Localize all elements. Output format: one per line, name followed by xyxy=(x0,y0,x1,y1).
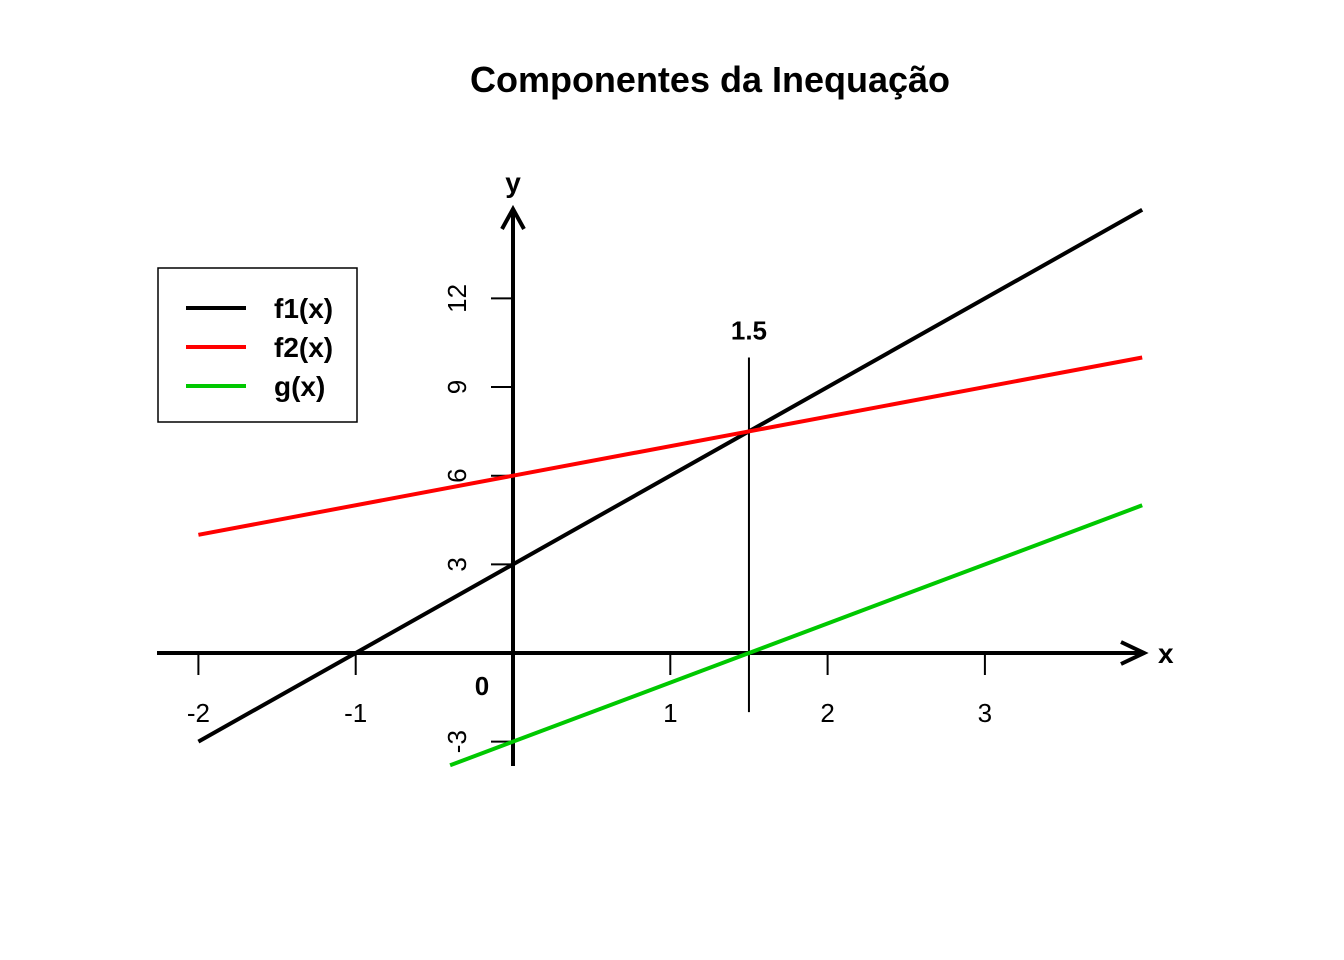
series-group xyxy=(197,208,1144,768)
x-tick-label: -2 xyxy=(187,698,210,728)
y-axis-arrow xyxy=(500,204,526,230)
legend-entry: g(x) xyxy=(274,371,325,402)
vertical-marker-label: 1.5 xyxy=(731,316,767,346)
x-tick-label: 1 xyxy=(663,698,677,728)
x-tick-label: -1 xyxy=(344,698,367,728)
legend-entry: f2(x) xyxy=(274,332,333,363)
y-tick-label: 12 xyxy=(442,284,472,313)
legend: f1(x) f2(x) g(x) xyxy=(157,267,358,423)
series-line-3 xyxy=(449,503,1143,768)
x-axis-arrow xyxy=(1120,640,1149,666)
series-line-2 xyxy=(198,355,1143,537)
y-tick-label: 9 xyxy=(442,380,472,394)
y-tick-label: 3 xyxy=(442,557,472,571)
x-axis-label: x xyxy=(1158,638,1174,669)
y-axis-label: y xyxy=(505,167,521,198)
series-line-1 xyxy=(197,208,1144,744)
legend-entry: f1(x) xyxy=(274,293,333,324)
x-tick-label: 3 xyxy=(978,698,992,728)
y-tick-label: -3 xyxy=(442,730,472,753)
origin-label: 0 xyxy=(475,671,489,701)
y-tick-label: 6 xyxy=(442,468,472,482)
x-tick-label: 2 xyxy=(820,698,834,728)
chart-title: Componentes da Inequação xyxy=(470,59,950,100)
